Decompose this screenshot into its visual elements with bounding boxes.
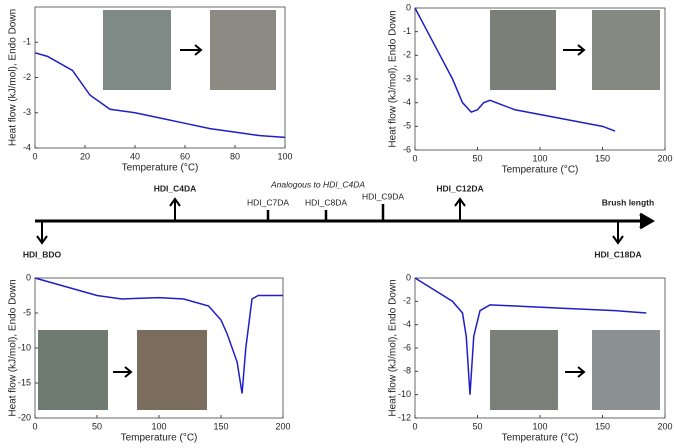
x-tick-label: 40	[130, 151, 140, 161]
photo	[592, 330, 660, 410]
timeline-axis	[35, 212, 655, 230]
y-tick-label: -10	[18, 342, 31, 352]
dsc-curve	[414, 7, 616, 132]
timeline-label: HDI_BDO	[23, 249, 62, 259]
timeline-note: Analogous to HDI_C4DA	[270, 179, 365, 189]
x-tick-label: 50	[472, 421, 482, 431]
y-tick-label: -4	[403, 319, 411, 329]
timeline-label: HDI_C9DA	[362, 191, 404, 201]
photo	[490, 330, 558, 410]
x-tick-label: 200	[657, 421, 672, 431]
x-tick-label: 50	[472, 153, 482, 163]
y-tick-label: 0	[406, 2, 411, 12]
x-tick-label: 50	[92, 421, 102, 431]
x-tick-label: 100	[277, 151, 292, 161]
timeline-arrow	[169, 197, 181, 221]
y-tick-label: -1	[23, 37, 31, 47]
x-tick-label: 200	[275, 421, 290, 431]
timeline-label: HDI_C12DA	[436, 183, 483, 193]
x-tick-label: 0	[412, 421, 417, 431]
dsc-curve	[414, 277, 647, 395]
x-tick-label: 100	[532, 153, 547, 163]
photo	[592, 10, 660, 90]
x-tick-label: 20	[80, 151, 90, 161]
photo	[137, 330, 207, 410]
y-tick-label: 0	[406, 272, 411, 282]
photo	[490, 10, 556, 90]
x-tick-label: 80	[230, 151, 240, 161]
y-tick-label: -1	[403, 26, 411, 36]
y-tick-label: -4	[403, 97, 411, 107]
x-axis-label: Temperature (°C)	[121, 433, 198, 444]
x-tick-label: 0	[32, 421, 37, 431]
y-axis-label: Heat flow (kJ/mol), Endo Down	[388, 279, 399, 416]
y-tick-label: -2	[403, 296, 411, 306]
y-axis-label: Heat flow (kJ/mol), Endo Down	[388, 10, 399, 147]
x-tick-label: 150	[213, 421, 228, 431]
y-tick-label: -2	[23, 72, 31, 82]
y-tick-label: -4	[23, 142, 31, 152]
timeline-label: HDI_C7DA	[247, 197, 289, 207]
y-tick-label: -6	[403, 144, 411, 154]
y-axis-label: Heat flow (kJ/mol), Endo Down	[8, 279, 19, 416]
photo	[103, 10, 171, 90]
y-tick-label: -5	[403, 121, 411, 131]
y-tick-label: -6	[403, 342, 411, 352]
dsc-curve	[34, 52, 286, 139]
y-tick-label: -8	[403, 366, 411, 376]
y-tick-label: -2	[403, 50, 411, 60]
x-axis-label: Temperature (°C)	[122, 163, 199, 174]
y-tick-label: -20	[18, 412, 31, 422]
timeline-end-label: Brush length	[602, 197, 654, 207]
timeline-arrow	[36, 221, 48, 245]
y-tick-label: -3	[403, 73, 411, 83]
y-tick-label: 0	[26, 272, 31, 282]
dsc-curve	[34, 277, 283, 394]
photo-arrows	[113, 44, 586, 378]
x-tick-label: 100	[532, 421, 547, 431]
x-tick-label: 150	[595, 153, 610, 163]
photos	[38, 10, 660, 410]
x-tick-label: 0	[412, 153, 417, 163]
x-tick-label: 0	[32, 151, 37, 161]
timeline-label: HDI_C4DA	[154, 183, 197, 193]
y-tick-label: -3	[23, 107, 31, 117]
y-tick-label: -12	[398, 412, 411, 422]
photo	[38, 330, 108, 410]
x-axis-label: Temperature (°C)	[502, 433, 579, 444]
timeline-arrow	[454, 197, 466, 221]
timeline-label: HDI_C18DA	[594, 249, 641, 259]
photo	[210, 10, 276, 90]
x-tick-label: 150	[595, 421, 610, 431]
y-tick-label: -5	[23, 307, 31, 317]
x-tick-label: 60	[180, 151, 190, 161]
x-tick-label: 200	[657, 153, 672, 163]
y-tick-label: -15	[18, 377, 31, 387]
timeline-label: HDI_C8DA	[305, 197, 347, 207]
timeline-arrow	[612, 221, 624, 245]
x-tick-label: 100	[151, 421, 166, 431]
x-axis-label: Temperature (°C)	[502, 165, 579, 176]
y-tick-label: -10	[398, 389, 411, 399]
y-axis-label: Heat flow (kJ/mol), Endo Down	[8, 9, 19, 146]
